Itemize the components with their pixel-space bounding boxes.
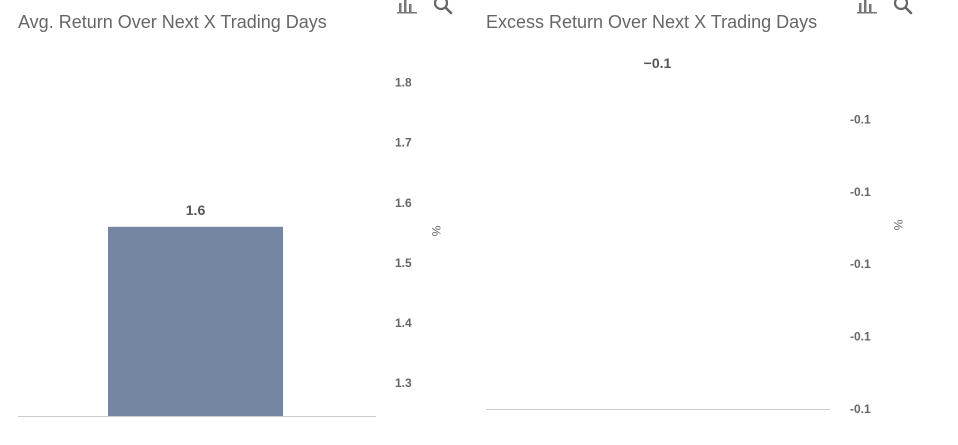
data-label: −0.1 [644, 55, 672, 71]
bar-chart-icon[interactable] [856, 0, 878, 16]
chart-title: Excess Return Over Next X Trading Days [486, 12, 818, 32]
y-tick-label: -0.1 [850, 112, 871, 126]
data-label: 1.6 [186, 202, 206, 218]
bar-chart-icon[interactable] [396, 0, 418, 16]
y-tick-label: 1.3 [395, 376, 412, 390]
y-tick-label: -0.1 [850, 185, 871, 199]
y-tick-label: 1.4 [395, 316, 412, 330]
chart-panel-avg-return: Avg. Return Over Next X Trading Days 1.3… [0, 0, 470, 445]
y-tick-label: 1.8 [395, 76, 412, 90]
excess-return-chart: -0.1 -0.1 -0.1 -0.1 -0.1% −0.1 [486, 55, 905, 416]
y-tick-label: 1.7 [395, 136, 412, 150]
y-tick-label: -0.1 [850, 330, 871, 344]
y-tick-label: -0.1 [850, 257, 871, 271]
magnifier-icon[interactable] [892, 0, 914, 16]
y-axis-label: % [891, 220, 905, 231]
y-tick-label: 1.5 [395, 256, 412, 270]
chart-toolbar [396, 0, 454, 16]
y-tick-label: -0.1 [850, 402, 871, 416]
magnifier-icon[interactable] [432, 0, 454, 16]
chart-panel-excess-return: Excess Return Over Next X Trading Days -… [470, 0, 958, 445]
bar [108, 226, 283, 416]
y-tick-label: 1.6 [395, 196, 412, 210]
chart-title: Avg. Return Over Next X Trading Days [18, 12, 327, 32]
y-axis-label: % [429, 226, 443, 237]
chart-toolbar [856, 0, 914, 16]
avg-return-chart: 1.3 1.4 1.5 1.6 1.7 1.8% 1.6 [18, 76, 443, 417]
